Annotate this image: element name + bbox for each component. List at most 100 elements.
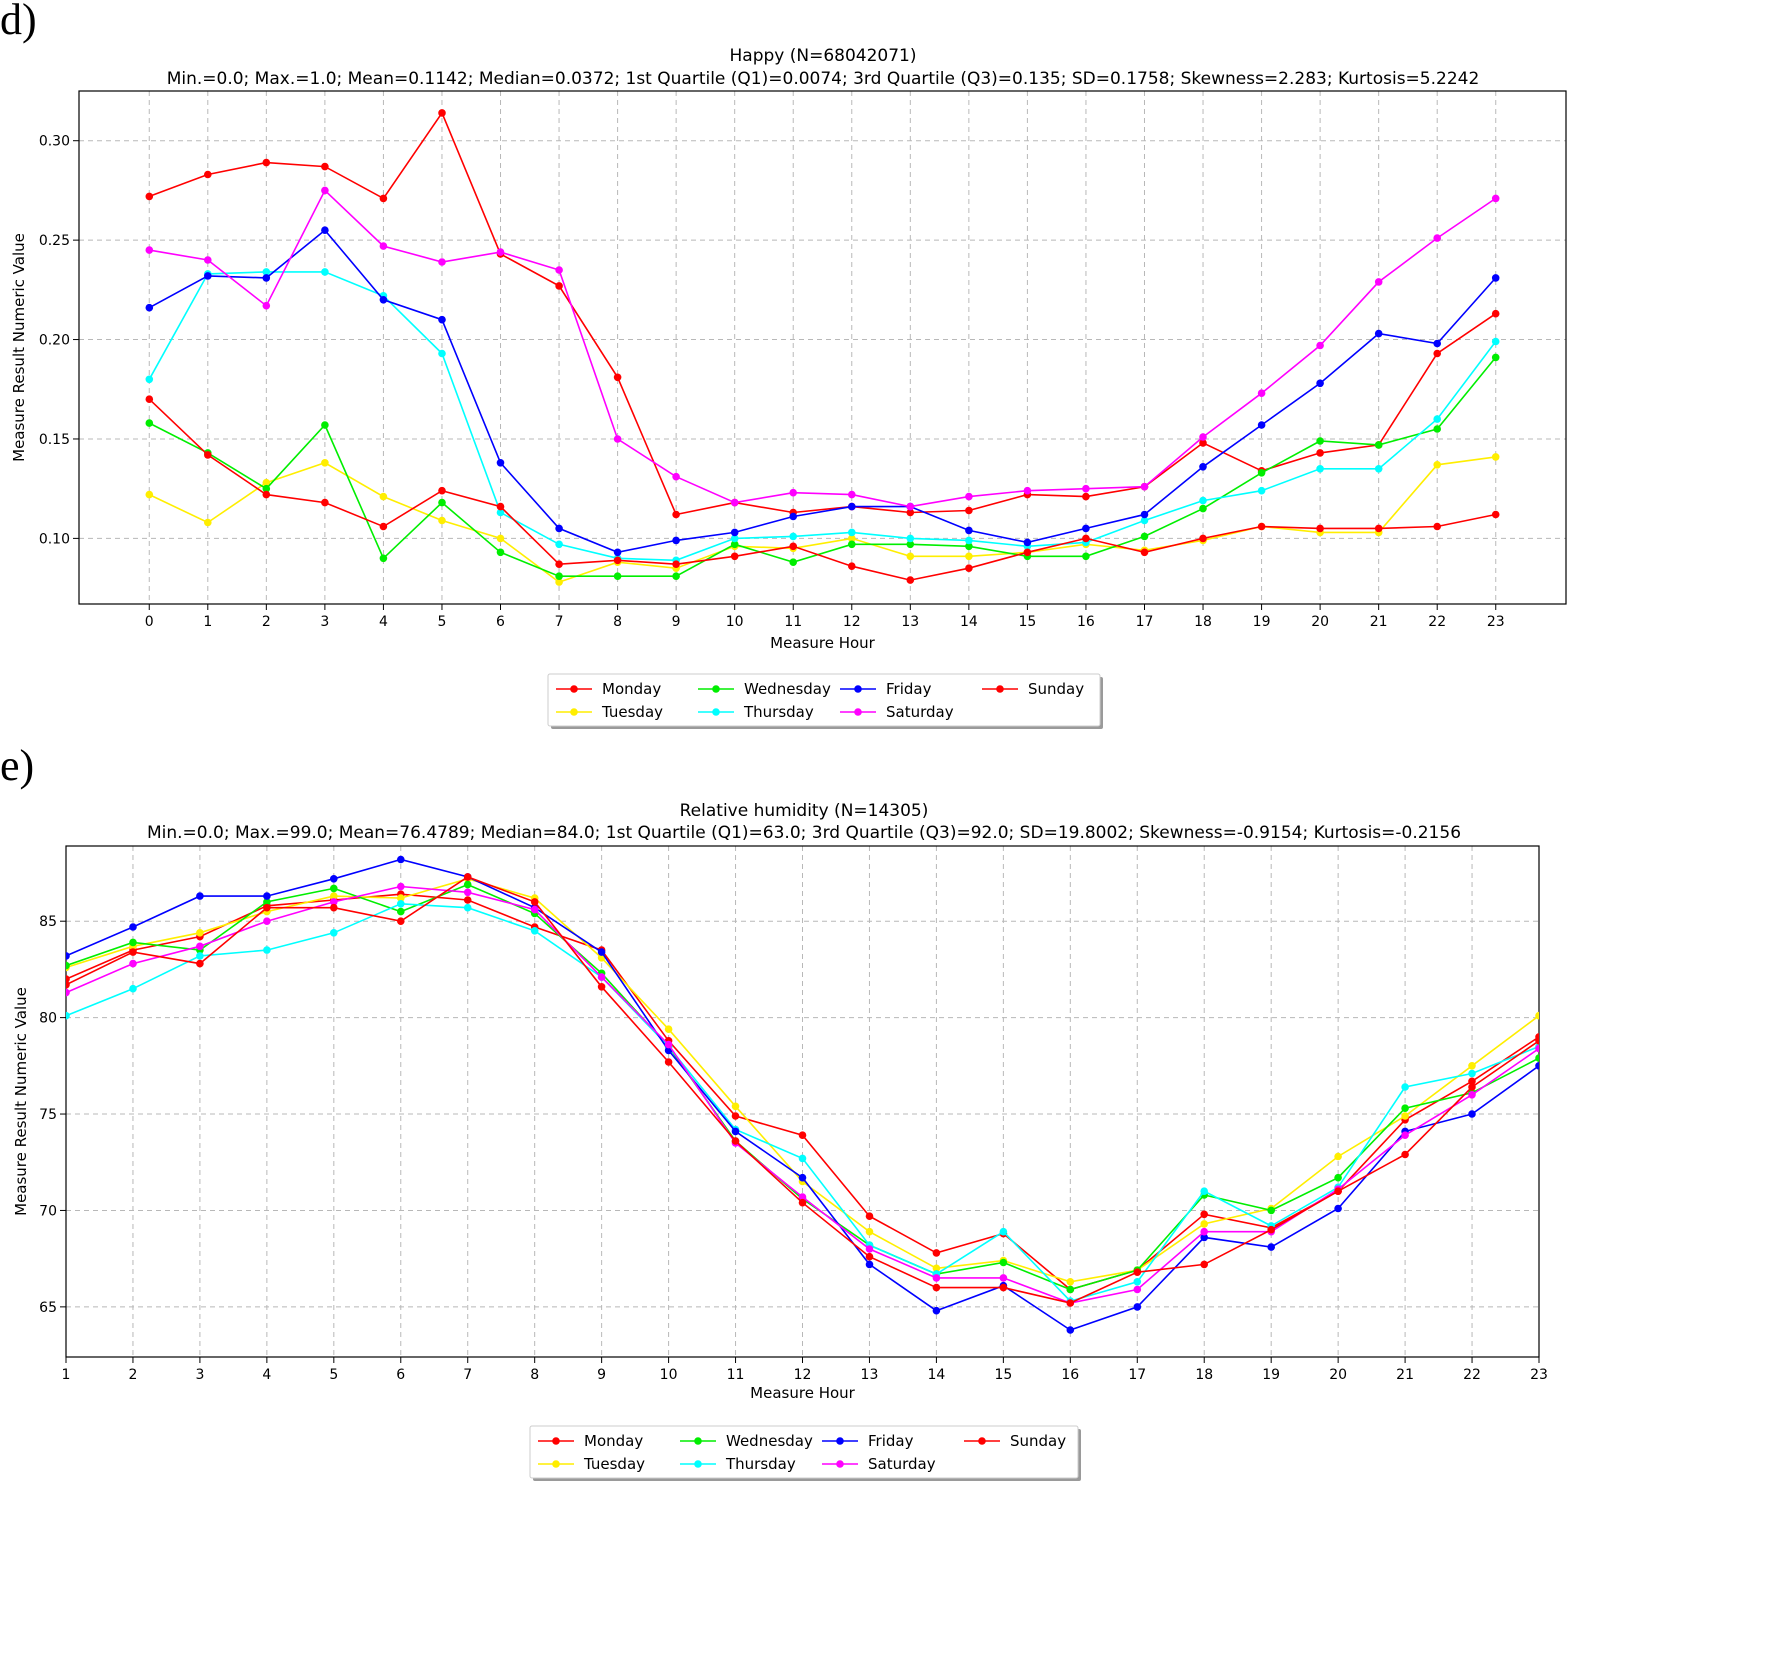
chart1-point-wednesday [1199,504,1207,513]
chart2-point-sunday [1401,1150,1409,1159]
chart2-point-sunday [798,1198,807,1207]
chart1-point-sunday [321,498,329,507]
chart2-point-thursday [798,1154,807,1163]
chart2-point-sunday [731,1137,740,1145]
chart1-point-sunday [496,502,505,511]
chart2-x-tick-label: 6 [396,1367,405,1383]
chart1-point-tuesday [496,534,505,543]
chart1-point-saturday [1199,433,1207,441]
chart1-point-monday [965,506,973,515]
chart1-point-friday [1491,274,1500,282]
chart1-point-sunday [1374,524,1383,533]
chart2-point-monday [1200,1210,1208,1219]
chart2-legend-swatch-marker [978,1437,986,1445]
chart1-line-wednesday [148,356,1497,578]
chart1-legend-label: Sunday [1028,680,1084,698]
chart2-point-sunday [999,1283,1008,1292]
chart2-legend-item: Wednesday [680,1432,813,1450]
chart1-point-tuesday [204,518,212,527]
chart2-x-tick-label: 8 [530,1367,539,1383]
chart2-point-saturday [530,905,539,914]
chart1-point-friday [1257,421,1266,429]
chart1-point-sunday [1491,510,1500,519]
chart1-point-thursday [1491,337,1500,346]
chart1-point-friday [1140,510,1149,519]
chart2-point-sunday [865,1252,874,1261]
chart2-point-sunday [597,983,606,991]
chart1-point-saturday [438,258,446,266]
chart2-legend-label: Wednesday [726,1432,813,1450]
chart1-point-friday [789,512,797,521]
chart1-x-tick-label: 23 [1487,614,1505,630]
chart2-series-friday [66,855,1539,1334]
chart1-point-monday [1491,309,1500,318]
chart1-point-thursday [321,268,329,276]
chart2-point-sunday [1133,1268,1142,1276]
chart1-point-saturday [204,256,212,264]
chart1-legend-item: Friday [840,680,932,698]
chart2-chart: e) Relative humidity (N=14305)Min.=0.0; M… [0,741,1548,1481]
chart2-x-tick-label: 17 [1128,1367,1146,1383]
chart1-x-tick-label: 1 [203,614,212,630]
chart1-point-tuesday [1433,461,1441,469]
chart1-point-friday [262,274,271,282]
chart1-point-sunday [1433,522,1441,531]
chart1-legend-swatch-marker [712,708,720,716]
chart1-point-friday [965,526,973,535]
chart2-legend-label: Friday [868,1432,914,1450]
chart1-legend-item: Sunday [982,680,1084,698]
chart2-legend-label: Monday [584,1432,643,1450]
chart1-x-tick-label: 19 [1253,614,1271,630]
chart1-point-thursday [1433,415,1441,423]
chart1-x-tick-label: 2 [262,614,271,630]
chart1-point-saturday [1140,482,1149,491]
chart1-point-wednesday [672,572,680,580]
chart1-point-sunday [848,562,856,570]
chart1-point-thursday [555,540,563,549]
chart1-x-tick-label: 17 [1136,614,1154,630]
chart2-point-sunday [932,1283,941,1292]
chart2-point-saturday [1468,1091,1476,1099]
chart2-legend-label: Thursday [725,1455,796,1473]
chart2-point-tuesday [397,894,405,902]
chart2-point-wednesday [1535,1054,1539,1062]
chart1-chart: d) Happy (N=68042071) Min.=0.0; Max.=1.0; … [0,0,1567,729]
chart1-line-sunday [148,398,1496,581]
chart2-point-wednesday [129,938,137,947]
chart2-gridlines [65,846,1540,1357]
chart2-point-friday [196,892,204,900]
chart2-point-thursday [129,984,137,993]
chart1-point-thursday [1374,465,1383,473]
chart2-point-saturday [1401,1131,1409,1139]
chart2-x-tick-label: 15 [994,1367,1012,1383]
chart1-point-sunday [145,395,154,404]
chart1-legend-swatch-marker [854,708,862,716]
chart2-point-sunday [664,1058,673,1066]
chart2-point-friday [1133,1303,1142,1311]
chart2-point-thursday [1200,1187,1208,1195]
chart2-point-monday [865,1212,874,1220]
chart1-point-sunday [965,564,973,572]
chart1-legend-item: Saturday [840,703,954,721]
chart2-x-tick-label: 23 [1530,1367,1548,1383]
chart2-point-sunday [1267,1225,1275,1234]
chart2-x-tick-label: 11 [727,1367,745,1383]
chart1-panel-label: d) [0,0,37,44]
chart2-point-wednesday [463,880,472,889]
chart2-point-sunday [263,903,271,912]
chart1-point-tuesday [438,516,446,525]
chart1-point-thursday [438,349,446,358]
chart2-legend-label: Sunday [1010,1432,1066,1450]
chart1-point-wednesday [321,421,329,429]
chart2-point-sunday [1200,1260,1208,1269]
chart2-point-friday [1535,1062,1539,1070]
chart2-point-thursday [1468,1069,1476,1078]
chart2-y-axis-label: Measure Result Numeric Value [12,987,30,1216]
chart1-x-tick-label: 21 [1370,614,1388,630]
chart2-point-thursday [530,927,539,935]
chart2-point-tuesday [664,1025,673,1033]
chart2-point-monday [463,896,472,904]
chart2-series-sunday [66,873,1539,1307]
chart1-x-tick-label: 12 [843,614,861,630]
